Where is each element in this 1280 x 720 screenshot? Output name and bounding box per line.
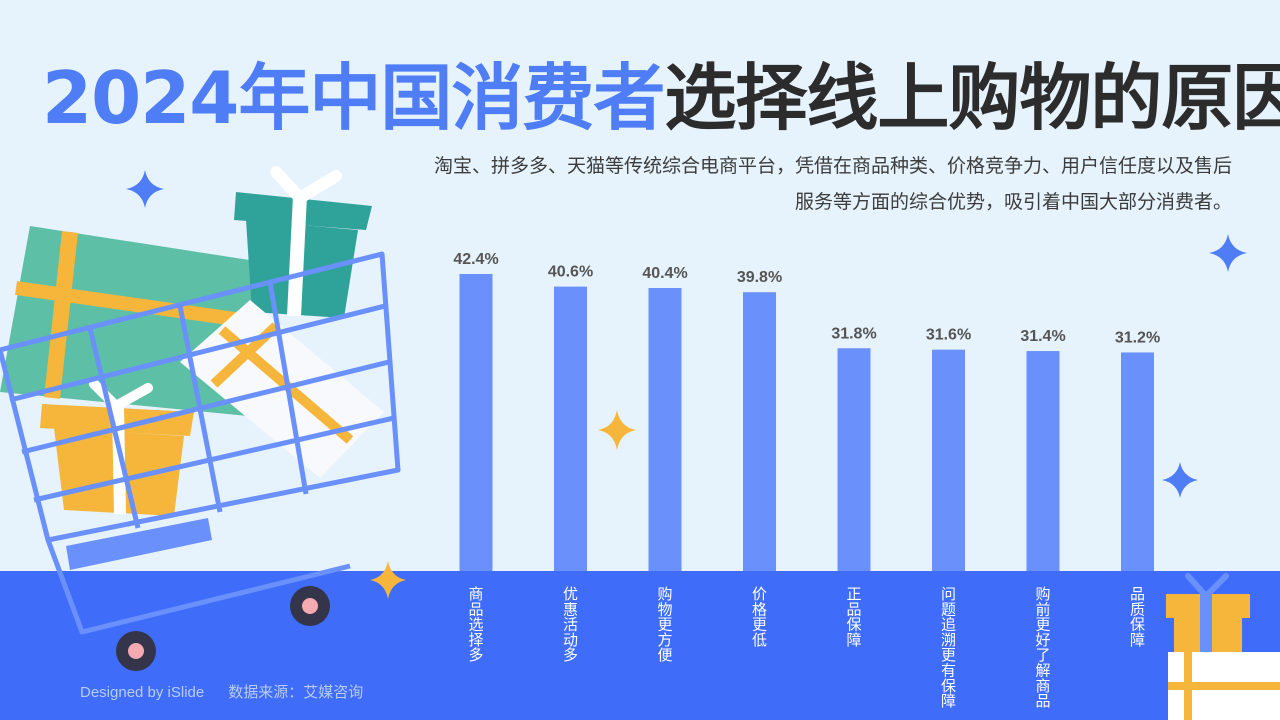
sparkle-icon	[1162, 462, 1198, 498]
value-label: 31.2%	[1115, 329, 1160, 346]
bar-7	[1026, 351, 1060, 571]
category-label: 优惠活动多	[563, 585, 578, 664]
category-label: 购物更方便	[657, 585, 672, 664]
page-title: 2024年中国消费者选择线上购物的原因	[42, 54, 1280, 142]
yellow-gift-icon	[40, 379, 194, 516]
bar-6	[932, 349, 965, 571]
category-label: 正品保障	[846, 585, 861, 649]
title-rest: 选择线上购物的原因	[664, 56, 1280, 140]
bar-2	[554, 286, 587, 571]
data-source: 数据来源：艾媒咨询	[228, 684, 364, 701]
bar-3	[648, 288, 682, 571]
bar-1	[459, 274, 493, 571]
value-label: 39.8%	[737, 269, 782, 286]
sparkle-icon	[1209, 234, 1247, 272]
bar-4	[743, 292, 776, 571]
category-label: 购前更好了解商品	[1035, 585, 1050, 710]
bar-8	[1121, 352, 1154, 571]
value-label: 31.6%	[926, 327, 971, 344]
value-label: 40.6%	[548, 264, 593, 281]
value-label: 31.4%	[1020, 328, 1065, 345]
designer-credit: Designed by iSlide	[80, 684, 205, 701]
value-label: 31.8%	[831, 325, 876, 342]
shopping-cart-icon	[0, 251, 401, 635]
page-subtitle: 淘宝、拼多多、天猫等传统综合电商平台，凭借在商品种类、价格竞争力、用户信任度以及…	[433, 155, 1232, 213]
bar-5	[837, 348, 871, 571]
category-label: 问题追溯更有保障	[941, 585, 956, 710]
bottom-band	[0, 571, 1280, 720]
right-yellow-gift-icon	[1166, 573, 1250, 652]
category-label: 品质保障	[1130, 585, 1145, 649]
value-label: 40.4%	[642, 265, 687, 282]
value-label: 42.4%	[453, 251, 498, 268]
category-label: 商品选择多	[468, 585, 483, 664]
sparkle-icon	[370, 561, 406, 599]
right-white-gift-icon	[1168, 652, 1280, 720]
sparkle-icon	[598, 410, 636, 450]
cart-base	[66, 518, 212, 570]
sparkle-icon	[126, 170, 164, 208]
category-label: 价格更低	[752, 585, 767, 649]
footer: Designed by iSlide 数据来源：艾媒咨询	[80, 681, 387, 702]
title-highlight: 2024年中国消费者	[42, 56, 665, 140]
